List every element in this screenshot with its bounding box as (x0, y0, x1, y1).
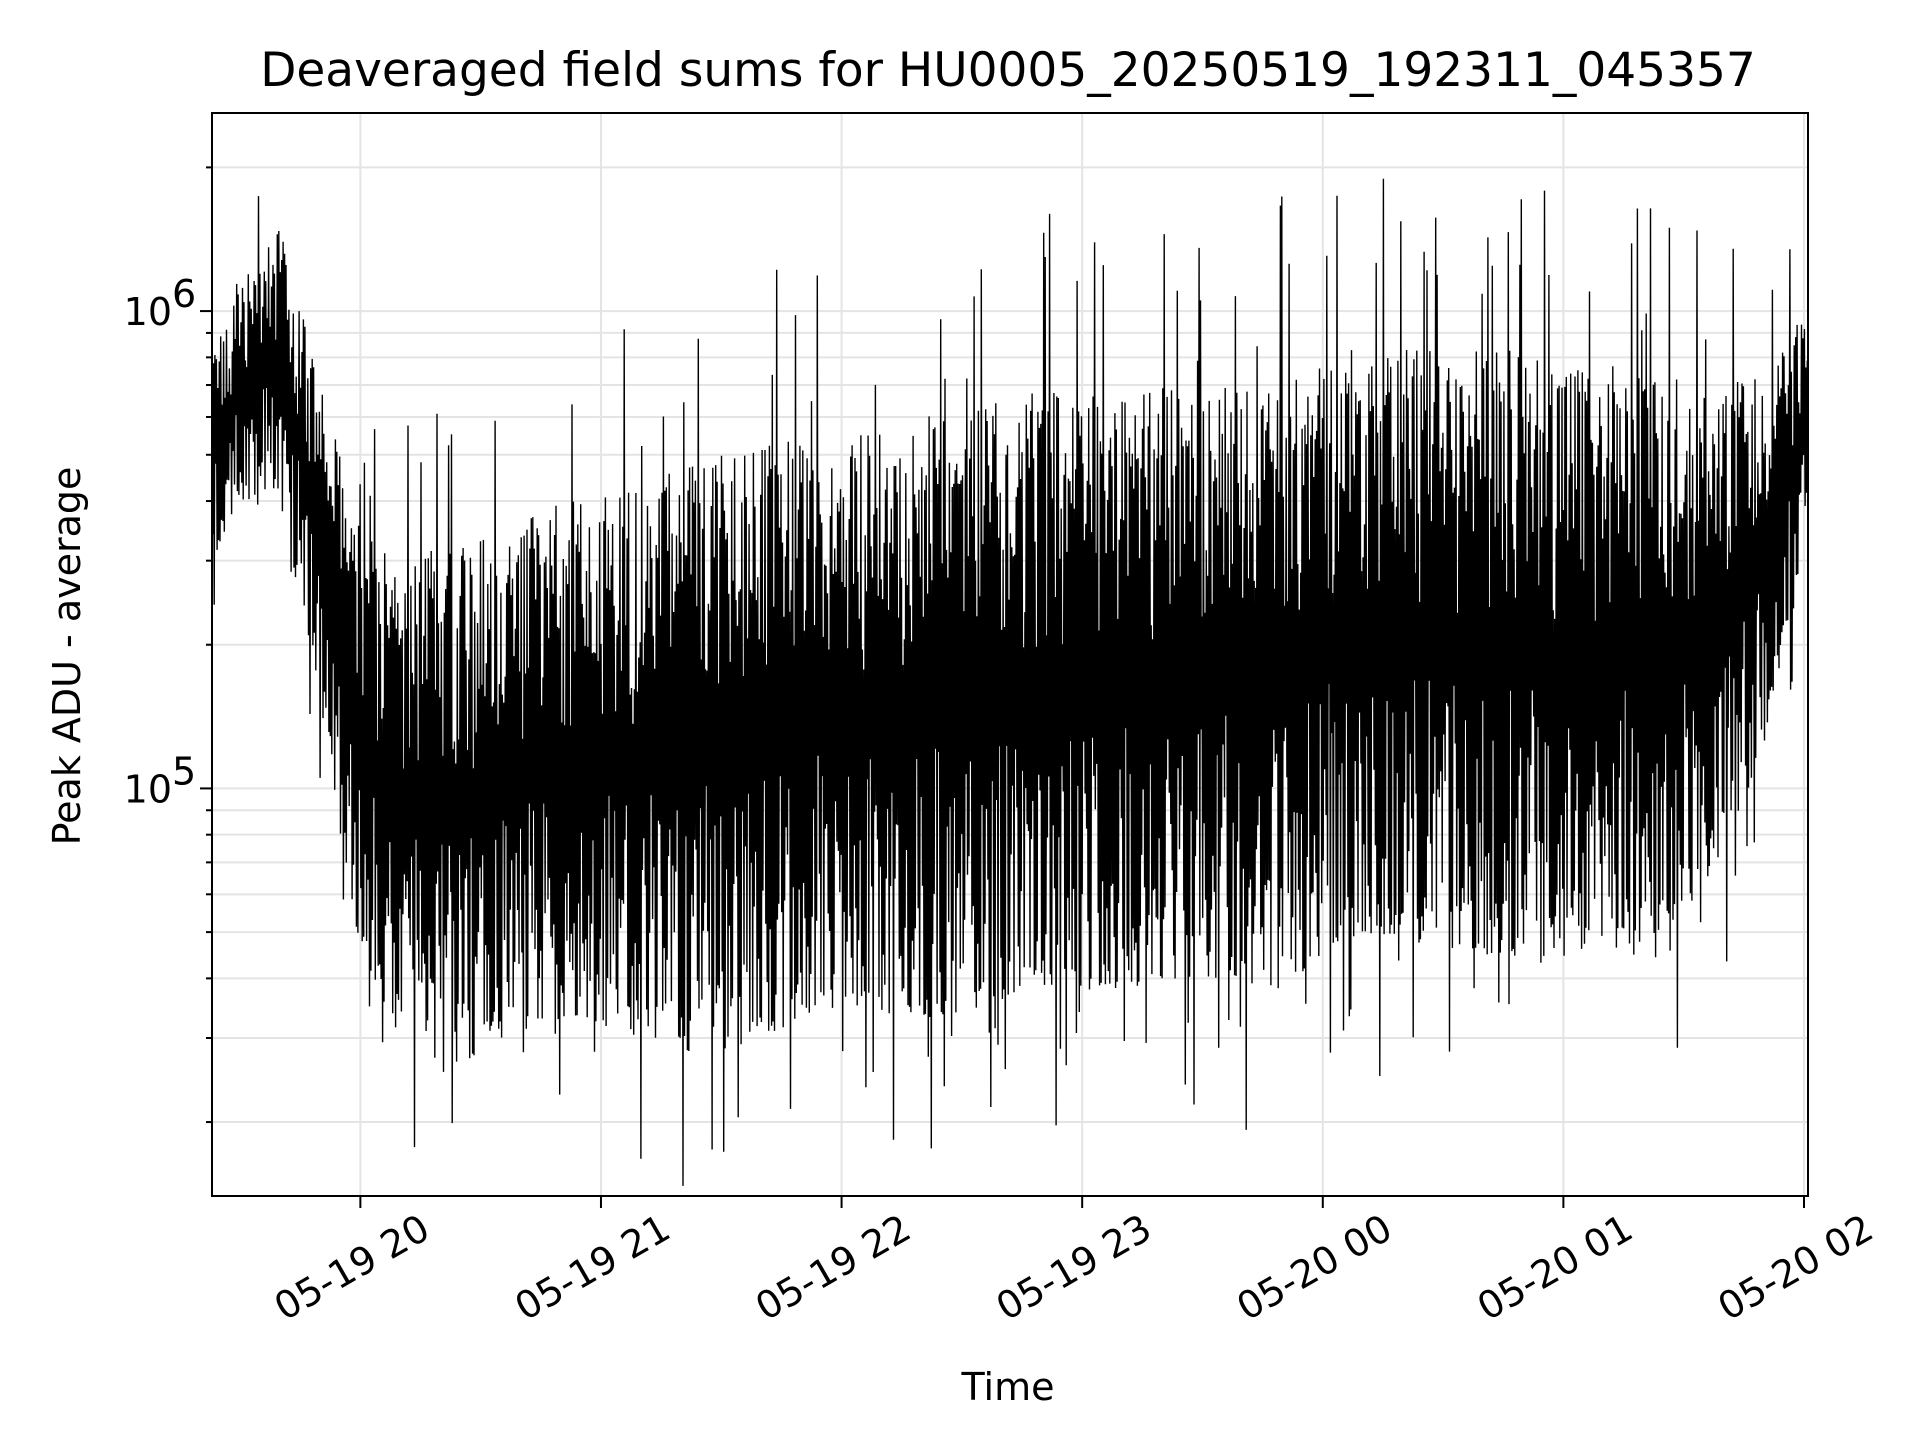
y-tick-label: 10 (124, 290, 172, 334)
series-path (211, 178, 1809, 1186)
x-axis-label: Time (961, 1365, 1055, 1409)
y-tick-exponent: 5 (172, 749, 196, 793)
chart-title: Deaveraged field sums for HU0005_2025051… (260, 43, 1756, 98)
y-tick-exponent: 6 (172, 272, 196, 316)
plot-frame (211, 112, 1809, 1197)
series-line (211, 178, 1809, 1186)
y-axis-label: Peak ADU - average (45, 467, 89, 846)
y-tick-label: 10 (124, 767, 172, 811)
